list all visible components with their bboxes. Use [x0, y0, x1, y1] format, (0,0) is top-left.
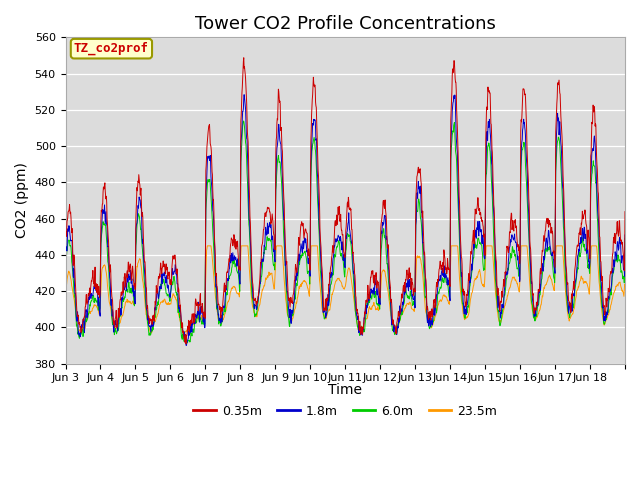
Y-axis label: CO2 (ppm): CO2 (ppm) — [15, 163, 29, 239]
0.35m — [149, 316, 157, 322]
23.5m — [478, 281, 486, 287]
23.5m — [149, 324, 157, 330]
6.0m — [149, 327, 157, 333]
0.35m — [621, 209, 629, 215]
Title: Tower CO2 Profile Concentrations: Tower CO2 Profile Concentrations — [195, 15, 496, 33]
23.5m — [560, 264, 568, 270]
0.35m — [240, 55, 248, 60]
6.0m — [239, 118, 247, 124]
6.0m — [183, 340, 191, 346]
23.5m — [180, 332, 188, 337]
1.8m — [614, 247, 622, 253]
23.5m — [621, 283, 629, 288]
23.5m — [61, 284, 69, 290]
0.35m — [321, 306, 328, 312]
1.8m — [61, 248, 69, 253]
23.5m — [204, 243, 211, 249]
6.0m — [321, 315, 328, 321]
Legend: 0.35m, 1.8m, 6.0m, 23.5m: 0.35m, 1.8m, 6.0m, 23.5m — [188, 400, 502, 423]
6.0m — [614, 252, 622, 258]
1.8m — [182, 343, 190, 348]
6.0m — [332, 254, 339, 260]
1.8m — [621, 232, 629, 238]
23.5m — [332, 280, 339, 286]
23.5m — [321, 314, 328, 320]
0.35m — [614, 233, 622, 239]
6.0m — [621, 236, 629, 241]
Line: 1.8m: 1.8m — [65, 95, 625, 346]
0.35m — [332, 218, 339, 224]
0.35m — [560, 190, 568, 195]
6.0m — [478, 242, 486, 248]
23.5m — [614, 280, 622, 286]
1.8m — [332, 236, 339, 241]
1.8m — [321, 306, 328, 312]
X-axis label: Time: Time — [328, 384, 362, 397]
6.0m — [560, 228, 568, 234]
0.35m — [478, 218, 486, 224]
Line: 0.35m: 0.35m — [65, 58, 625, 344]
Line: 6.0m: 6.0m — [65, 121, 625, 343]
Line: 23.5m: 23.5m — [65, 246, 625, 335]
1.8m — [478, 238, 486, 244]
0.35m — [182, 341, 190, 347]
1.8m — [240, 92, 248, 97]
6.0m — [61, 264, 69, 269]
Text: TZ_co2prof: TZ_co2prof — [74, 42, 149, 55]
1.8m — [560, 215, 568, 221]
0.35m — [61, 229, 69, 235]
1.8m — [149, 320, 157, 325]
